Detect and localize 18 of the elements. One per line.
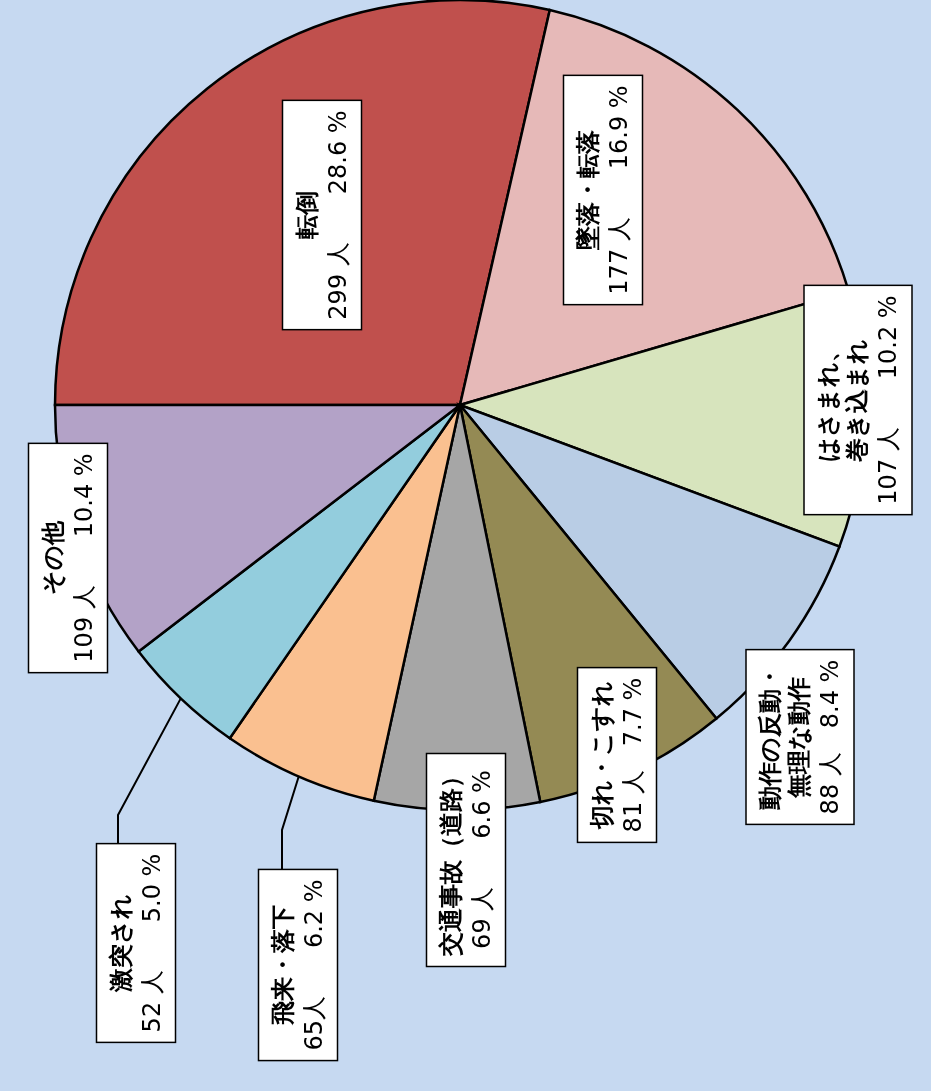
- slice-label: 転倒: [292, 191, 321, 239]
- data-label: 69 人 6.6 %: [467, 770, 496, 949]
- slice-label: その他: [38, 520, 67, 595]
- slice-label: 墜落・転落: [573, 130, 602, 251]
- data-label: 107 人 10.2 %: [874, 295, 902, 505]
- slice-label: 動作の反動・無理な動作: [756, 664, 813, 811]
- slice-label: はさまれ、巻き込まれ: [814, 338, 871, 463]
- data-label: 299 人 28.6 %: [323, 110, 352, 320]
- slice-label: 切れ・こすれ: [587, 681, 616, 830]
- data-label: 177 人 16.9 %: [604, 85, 633, 295]
- slice-label: 激突され: [106, 894, 135, 993]
- data-label: 88 人 8.4 %: [816, 659, 844, 815]
- data-label: 109 人 10.4 %: [69, 453, 98, 663]
- data-label: 52 人 5.0 %: [137, 853, 166, 1033]
- slice-label: 飛来・落下: [268, 905, 297, 1026]
- slice-label: 交通事故（道路）: [436, 763, 465, 957]
- data-label: 65人 6.2 %: [299, 879, 328, 1051]
- data-label: 81 人 7.7 %: [618, 677, 647, 833]
